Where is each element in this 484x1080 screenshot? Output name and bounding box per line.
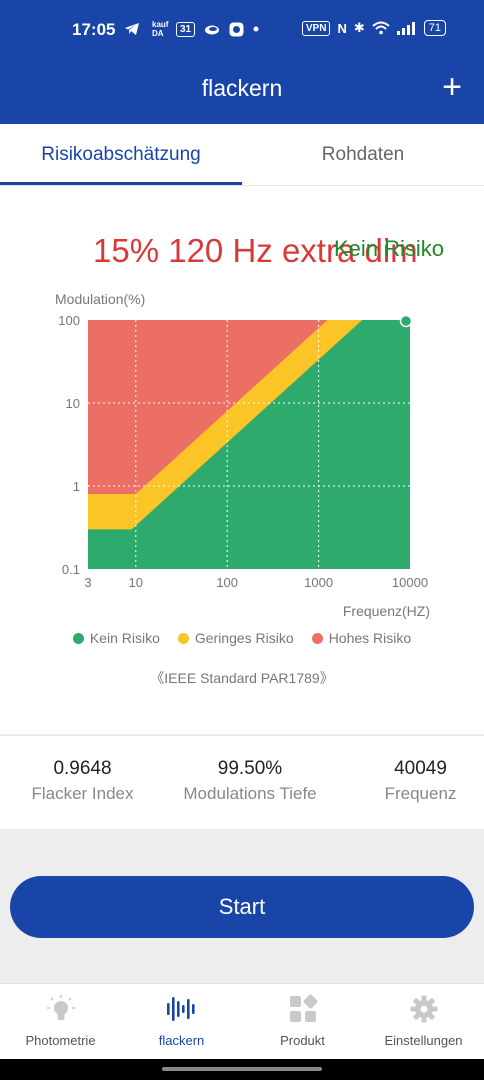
nav-item-flackern[interactable]: flackern xyxy=(121,994,242,1048)
tab-risikoabschaetzung[interactable]: Risikoabschätzung xyxy=(41,144,201,165)
legend-dot-green xyxy=(72,632,84,644)
tab-rohdaten[interactable]: Rohdaten xyxy=(321,144,405,165)
region-no-risk xyxy=(88,320,410,569)
y-tick-label: 0.1 xyxy=(62,562,80,577)
stats-panel: 0.9648 Flacker Index 99.50% Modulations … xyxy=(0,735,484,829)
risk-chart: 3 10 100 1000 10000 0.1 1 10 100 Modulation(%) Fr… xyxy=(55,291,430,619)
legend-label: Hohes Risiko xyxy=(328,630,412,646)
nav-item-produkt[interactable]: Produkt xyxy=(242,994,363,1048)
gesture-handle[interactable] xyxy=(162,1067,322,1071)
gear-icon xyxy=(410,995,437,1023)
tab-bar: Risikoabschätzung Rohdaten xyxy=(0,124,484,186)
x-tick-label: 100 xyxy=(216,575,238,590)
telegram-icon xyxy=(125,23,139,35)
chart-legend: Kein Risiko Geringes Risiko Hohes Risiko xyxy=(0,630,484,646)
system-icons: VPN N ✱ 71 xyxy=(301,20,446,36)
app-title: flackern xyxy=(201,75,283,101)
stat-modulations-tiefe: 99.50% Modulations Tiefe xyxy=(161,758,339,804)
app-bar: flackern + xyxy=(0,60,484,124)
legend-label: Kein Risiko xyxy=(89,630,160,646)
app-icon xyxy=(229,22,244,36)
stat-frequenz: 40049 Frequenz xyxy=(340,758,484,804)
x-tick-label: 10000 xyxy=(392,575,428,590)
add-button[interactable]: + xyxy=(442,68,462,106)
y-tick-label: 100 xyxy=(58,313,80,328)
stat-value: 0.9648 xyxy=(53,758,112,779)
risk-result-label: Kein Risiko xyxy=(333,236,444,261)
x-tick-label: 1000 xyxy=(304,575,333,590)
waveform-icon xyxy=(166,997,195,1021)
legend-item-hohes-risiko: Hohes Risiko xyxy=(311,630,412,646)
stat-value: 40049 xyxy=(394,758,447,779)
wifi-icon xyxy=(372,21,390,35)
nav-label: Einstellungen xyxy=(384,1033,463,1048)
nfc-icon: N xyxy=(337,20,347,36)
standard-note: 《IEEE Standard PAR1789》 xyxy=(150,670,334,686)
legend-item-geringes-risiko: Geringes Risiko xyxy=(177,630,294,646)
legend-label: Geringes Risiko xyxy=(194,630,294,646)
active-tab-indicator xyxy=(0,182,242,185)
cloud-icon xyxy=(205,25,220,35)
lightbulb-icon xyxy=(46,995,75,1020)
kaufda-icon: kauf DA xyxy=(152,20,169,38)
notification-icons: kauf DA 31 xyxy=(124,20,259,38)
legend-dot-red xyxy=(311,632,323,644)
x-tick-label: 10 xyxy=(129,575,143,590)
measured-point xyxy=(399,314,413,328)
y-tick-label: 10 xyxy=(66,396,80,411)
stat-label: Flacker Index xyxy=(31,784,134,803)
grid-icon xyxy=(289,994,317,1022)
status-bar: 17:05 kauf DA 31 VPN N ✱ 71 xyxy=(0,0,484,60)
bottom-navigation: Photometrie flackern Produkt Einstellung… xyxy=(0,983,484,1059)
stat-value: 99.50% xyxy=(217,758,283,779)
legend-dot-yellow xyxy=(177,632,189,644)
gesture-bar xyxy=(0,1059,484,1080)
measurement-headline: 15% 120 Hz extra dim xyxy=(93,232,418,269)
stat-label: Frequenz xyxy=(384,784,457,803)
stat-label: Modulations Tiefe xyxy=(183,784,317,803)
stat-flacker-index: 0.9648 Flacker Index xyxy=(2,758,163,804)
legend-item-kein-risiko: Kein Risiko xyxy=(72,630,160,646)
battery-icon: 71 xyxy=(423,20,446,36)
clock: 17:05 xyxy=(72,20,116,39)
y-axis-label: Modulation(%) xyxy=(55,291,145,307)
bluetooth-icon: ✱ xyxy=(353,20,365,35)
signal-icon xyxy=(396,21,415,35)
vpn-icon: VPN xyxy=(301,20,331,36)
calendar-icon: 31 xyxy=(176,21,196,37)
nav-label: Photometrie xyxy=(25,1033,96,1048)
nav-label: flackern xyxy=(158,1033,205,1048)
x-axis-label: Frequenz(HZ) xyxy=(343,603,430,619)
dot-icon xyxy=(253,26,259,32)
y-tick-label: 1 xyxy=(73,479,80,494)
nav-item-photometrie[interactable]: Photometrie xyxy=(0,994,121,1048)
nav-label: Produkt xyxy=(280,1033,325,1048)
nav-item-einstellungen[interactable]: Einstellungen xyxy=(363,994,484,1048)
x-tick-label: 3 xyxy=(84,575,91,590)
start-button[interactable]: Start xyxy=(10,876,474,938)
risk-card: 3 10 100 1000 10000 0.1 1 10 100 Modulation(%) Fr… xyxy=(0,186,484,734)
